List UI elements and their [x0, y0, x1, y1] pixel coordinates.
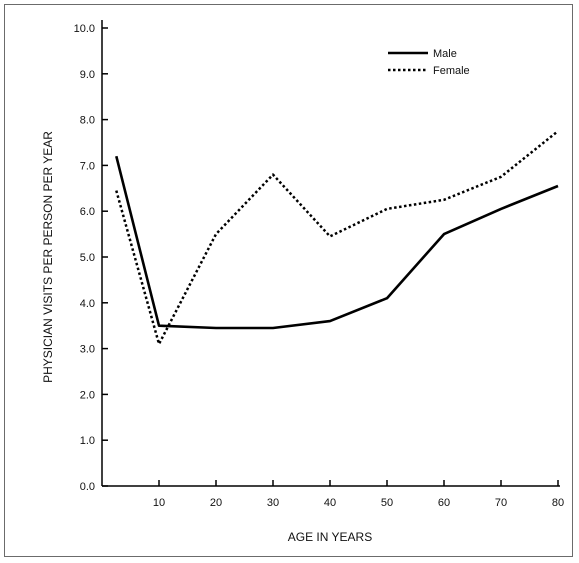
x-tick-label: 70 — [495, 497, 507, 509]
x-tick-label: 50 — [381, 497, 393, 509]
y-tick-label: 4.0 — [80, 298, 95, 310]
y-tick-label: 1.0 — [80, 435, 95, 447]
series-line-male — [115, 155, 559, 330]
y-tick-label: 5.0 — [80, 252, 95, 264]
y-axis-title: PHYSICIAN VISITS PER PERSON PER YEAR — [41, 131, 55, 383]
axes: 0.0 1.0 2.0 3.0 4.0 5.0 6.0 7.0 8.0 9.0 10.0 10 20 30… — [74, 20, 564, 509]
x-axis-title: AGE IN YEARS — [288, 530, 372, 544]
y-tick-label: 9.0 — [80, 69, 95, 81]
x-tick-label: 80 — [552, 497, 564, 509]
legend-label-female: Female — [433, 65, 470, 77]
y-tick-label: 7.0 — [80, 160, 95, 172]
chart-frame — [4, 4, 573, 557]
y-tick-label: 8.0 — [80, 115, 95, 127]
y-tick-label: 0.0 — [80, 481, 95, 493]
x-tick-label: 30 — [267, 497, 279, 509]
series-group — [115, 130, 559, 346]
y-tick-label: 3.0 — [80, 344, 95, 356]
x-tick-label: 60 — [438, 497, 450, 509]
x-tick-label: 20 — [210, 497, 222, 509]
y-tick-label: 2.0 — [80, 389, 95, 401]
series-line-female — [115, 130, 559, 346]
legend: Male Female — [388, 48, 470, 77]
y-tick-label: 6.0 — [80, 206, 95, 218]
x-tick-label: 10 — [153, 497, 165, 509]
y-tick-label: 10.0 — [74, 23, 95, 35]
x-tick-label: 40 — [324, 497, 336, 509]
legend-label-male: Male — [433, 48, 457, 60]
